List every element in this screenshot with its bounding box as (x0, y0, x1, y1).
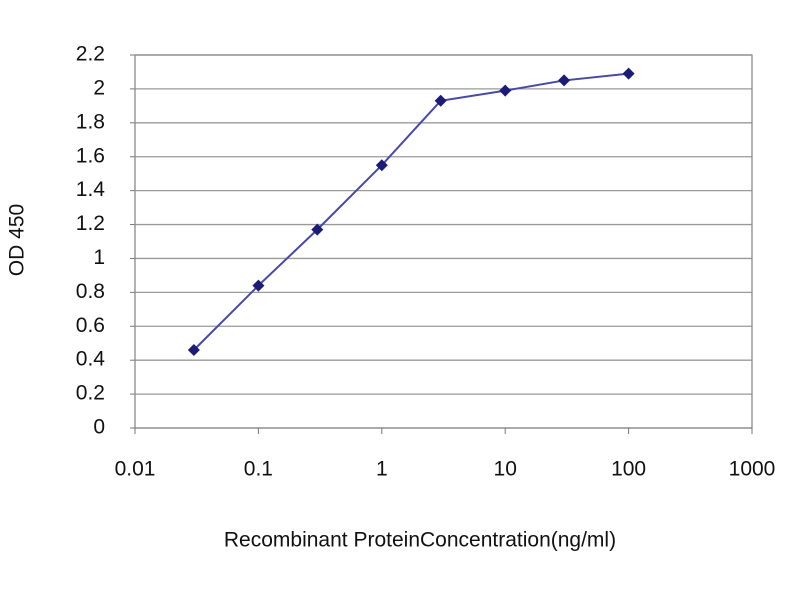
x-tick-label: 1 (376, 458, 388, 481)
y-tick-label: 0.4 (76, 348, 106, 371)
y-tick-label: 1.4 (76, 178, 106, 201)
y-axis-title: OD 450 (6, 204, 29, 276)
data-point (622, 67, 635, 80)
y-tick-label: 1.2 (76, 212, 105, 235)
data-point (499, 84, 512, 97)
data-point (434, 94, 447, 107)
series-line (193, 72, 629, 351)
data-point (375, 159, 388, 172)
x-tick-label: 0.01 (115, 458, 156, 481)
y-tick-label: 1.6 (76, 144, 105, 167)
y-tick-label: 2.2 (76, 43, 105, 66)
y-tick-label: 1 (93, 246, 105, 269)
x-tick-label: 0.1 (244, 458, 273, 481)
data-point (311, 223, 324, 236)
plot-border (134, 54, 753, 429)
data-point (558, 74, 571, 87)
y-tick-label: 0.6 (76, 314, 105, 337)
x-axis-title: Recombinant ProteinConcentration(ng/ml) (224, 529, 616, 552)
x-tick-label: 1000 (729, 458, 776, 481)
y-tick-label: 2 (93, 76, 105, 99)
data-point (187, 344, 200, 357)
y-tick-label: 0 (93, 416, 105, 439)
y-tick-label: 0.2 (76, 382, 105, 405)
x-tick-label: 100 (611, 458, 646, 481)
data-point (252, 279, 265, 292)
y-tick-label: 0.8 (76, 280, 105, 303)
x-tick-label: 10 (494, 458, 517, 481)
y-tick-label: 1.8 (76, 110, 105, 133)
